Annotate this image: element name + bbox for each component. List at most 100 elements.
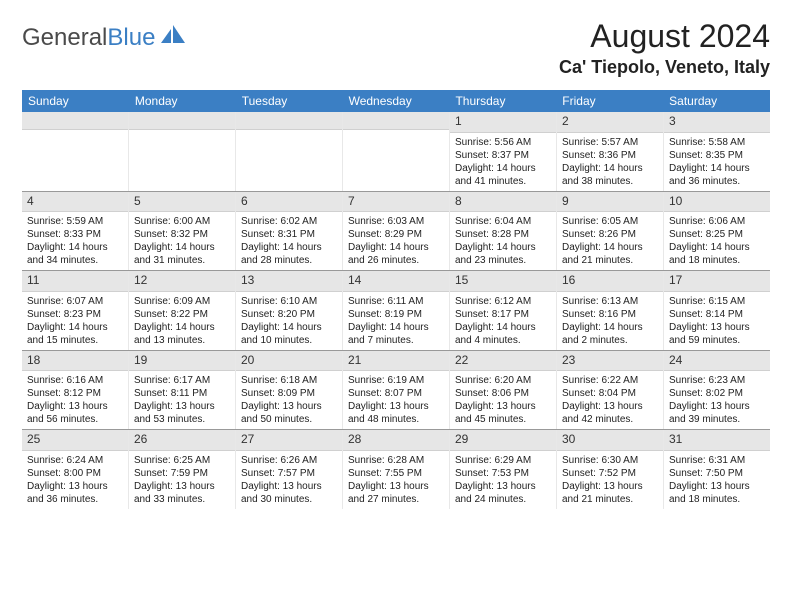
- day-line-dl1: Daylight: 14 hours: [27, 321, 123, 334]
- day-number: 2: [557, 112, 663, 133]
- day-body: Sunrise: 6:31 AMSunset: 7:50 PMDaylight:…: [664, 451, 770, 509]
- day-number: 31: [664, 430, 770, 451]
- day-line-dl1: Daylight: 13 hours: [348, 480, 444, 493]
- day-number: 20: [236, 351, 342, 372]
- logo-text-blue: Blue: [107, 24, 155, 52]
- day-cell: 13Sunrise: 6:10 AMSunset: 8:20 PMDayligh…: [236, 271, 343, 350]
- day-body: Sunrise: 6:20 AMSunset: 8:06 PMDaylight:…: [450, 371, 556, 429]
- weekday-friday: Friday: [556, 90, 663, 112]
- day-line-ss: Sunset: 8:28 PM: [455, 228, 551, 241]
- day-line-sr: Sunrise: 5:56 AM: [455, 136, 551, 149]
- day-line-ss: Sunset: 8:26 PM: [562, 228, 658, 241]
- day-line-ss: Sunset: 8:37 PM: [455, 149, 551, 162]
- day-line-dl2: and 18 minutes.: [669, 254, 765, 267]
- day-line-dl1: Daylight: 14 hours: [348, 321, 444, 334]
- day-cell: 17Sunrise: 6:15 AMSunset: 8:14 PMDayligh…: [664, 271, 770, 350]
- day-line-ss: Sunset: 8:19 PM: [348, 308, 444, 321]
- day-line-ss: Sunset: 8:14 PM: [669, 308, 765, 321]
- week-row: 11Sunrise: 6:07 AMSunset: 8:23 PMDayligh…: [22, 271, 770, 351]
- day-number: 17: [664, 271, 770, 292]
- day-cell: 1Sunrise: 5:56 AMSunset: 8:37 PMDaylight…: [450, 112, 557, 191]
- day-cell: 30Sunrise: 6:30 AMSunset: 7:52 PMDayligh…: [557, 430, 664, 509]
- day-line-sr: Sunrise: 6:04 AM: [455, 215, 551, 228]
- header: GeneralBlue August 2024 Ca' Tiepolo, Ven…: [22, 18, 770, 78]
- day-line-ss: Sunset: 7:52 PM: [562, 467, 658, 480]
- week-row: 4Sunrise: 5:59 AMSunset: 8:33 PMDaylight…: [22, 192, 770, 272]
- day-line-dl2: and 15 minutes.: [27, 334, 123, 347]
- day-line-sr: Sunrise: 6:11 AM: [348, 295, 444, 308]
- day-line-dl1: Daylight: 13 hours: [348, 400, 444, 413]
- day-line-sr: Sunrise: 6:02 AM: [241, 215, 337, 228]
- day-line-ss: Sunset: 8:32 PM: [134, 228, 230, 241]
- day-line-ss: Sunset: 8:16 PM: [562, 308, 658, 321]
- day-line-sr: Sunrise: 6:26 AM: [241, 454, 337, 467]
- day-number: 25: [22, 430, 128, 451]
- day-line-dl1: Daylight: 14 hours: [562, 241, 658, 254]
- day-line-ss: Sunset: 8:22 PM: [134, 308, 230, 321]
- day-number: 4: [22, 192, 128, 213]
- day-number: 21: [343, 351, 449, 372]
- logo: GeneralBlue: [22, 18, 187, 52]
- day-number: 6: [236, 192, 342, 213]
- day-cell: 23Sunrise: 6:22 AMSunset: 8:04 PMDayligh…: [557, 351, 664, 430]
- day-cell: 22Sunrise: 6:20 AMSunset: 8:06 PMDayligh…: [450, 351, 557, 430]
- day-number: 12: [129, 271, 235, 292]
- day-line-dl1: Daylight: 14 hours: [562, 321, 658, 334]
- day-cell: 10Sunrise: 6:06 AMSunset: 8:25 PMDayligh…: [664, 192, 770, 271]
- weekday-sunday: Sunday: [22, 90, 129, 112]
- day-cell: 21Sunrise: 6:19 AMSunset: 8:07 PMDayligh…: [343, 351, 450, 430]
- day-number: 10: [664, 192, 770, 213]
- day-body: Sunrise: 6:04 AMSunset: 8:28 PMDaylight:…: [450, 212, 556, 270]
- day-line-dl2: and 24 minutes.: [455, 493, 551, 506]
- day-body: Sunrise: 6:10 AMSunset: 8:20 PMDaylight:…: [236, 292, 342, 350]
- day-number: 5: [129, 192, 235, 213]
- day-cell: 7Sunrise: 6:03 AMSunset: 8:29 PMDaylight…: [343, 192, 450, 271]
- day-line-sr: Sunrise: 6:00 AM: [134, 215, 230, 228]
- day-cell: 5Sunrise: 6:00 AMSunset: 8:32 PMDaylight…: [129, 192, 236, 271]
- day-line-sr: Sunrise: 6:06 AM: [669, 215, 765, 228]
- day-cell: 28Sunrise: 6:28 AMSunset: 7:55 PMDayligh…: [343, 430, 450, 509]
- weekday-wednesday: Wednesday: [343, 90, 450, 112]
- day-line-dl2: and 39 minutes.: [669, 413, 765, 426]
- day-line-dl2: and 21 minutes.: [562, 493, 658, 506]
- day-line-ss: Sunset: 8:12 PM: [27, 387, 123, 400]
- day-line-ss: Sunset: 8:35 PM: [669, 149, 765, 162]
- day-body: Sunrise: 6:09 AMSunset: 8:22 PMDaylight:…: [129, 292, 235, 350]
- week-row: 25Sunrise: 6:24 AMSunset: 8:00 PMDayligh…: [22, 430, 770, 509]
- day-line-dl1: Daylight: 13 hours: [241, 400, 337, 413]
- day-number: 23: [557, 351, 663, 372]
- day-body: Sunrise: 5:58 AMSunset: 8:35 PMDaylight:…: [664, 133, 770, 191]
- day-cell-empty: [22, 112, 129, 191]
- day-line-dl2: and 28 minutes.: [241, 254, 337, 267]
- day-cell: 6Sunrise: 6:02 AMSunset: 8:31 PMDaylight…: [236, 192, 343, 271]
- day-line-ss: Sunset: 8:25 PM: [669, 228, 765, 241]
- week-row: 18Sunrise: 6:16 AMSunset: 8:12 PMDayligh…: [22, 351, 770, 431]
- day-line-sr: Sunrise: 6:16 AM: [27, 374, 123, 387]
- day-line-dl2: and 33 minutes.: [134, 493, 230, 506]
- day-cell: 11Sunrise: 6:07 AMSunset: 8:23 PMDayligh…: [22, 271, 129, 350]
- day-body: Sunrise: 5:56 AMSunset: 8:37 PMDaylight:…: [450, 133, 556, 191]
- day-body: Sunrise: 6:18 AMSunset: 8:09 PMDaylight:…: [236, 371, 342, 429]
- day-line-dl1: Daylight: 14 hours: [27, 241, 123, 254]
- day-line-dl2: and 30 minutes.: [241, 493, 337, 506]
- day-number: 3: [664, 112, 770, 133]
- day-line-dl2: and 36 minutes.: [669, 175, 765, 188]
- day-line-dl2: and 27 minutes.: [348, 493, 444, 506]
- day-line-dl1: Daylight: 13 hours: [562, 400, 658, 413]
- day-line-ss: Sunset: 8:07 PM: [348, 387, 444, 400]
- day-cell: 31Sunrise: 6:31 AMSunset: 7:50 PMDayligh…: [664, 430, 770, 509]
- day-line-dl2: and 36 minutes.: [27, 493, 123, 506]
- title-block: August 2024 Ca' Tiepolo, Veneto, Italy: [559, 18, 770, 78]
- day-number: 27: [236, 430, 342, 451]
- day-cell: 25Sunrise: 6:24 AMSunset: 8:00 PMDayligh…: [22, 430, 129, 509]
- day-body: Sunrise: 6:19 AMSunset: 8:07 PMDaylight:…: [343, 371, 449, 429]
- day-line-dl1: Daylight: 14 hours: [669, 162, 765, 175]
- day-body: Sunrise: 6:22 AMSunset: 8:04 PMDaylight:…: [557, 371, 663, 429]
- day-number: 19: [129, 351, 235, 372]
- day-cell: 8Sunrise: 6:04 AMSunset: 8:28 PMDaylight…: [450, 192, 557, 271]
- day-cell-empty: [343, 112, 450, 191]
- day-line-dl1: Daylight: 13 hours: [455, 480, 551, 493]
- day-line-sr: Sunrise: 6:12 AM: [455, 295, 551, 308]
- day-line-dl2: and 21 minutes.: [562, 254, 658, 267]
- day-line-ss: Sunset: 7:53 PM: [455, 467, 551, 480]
